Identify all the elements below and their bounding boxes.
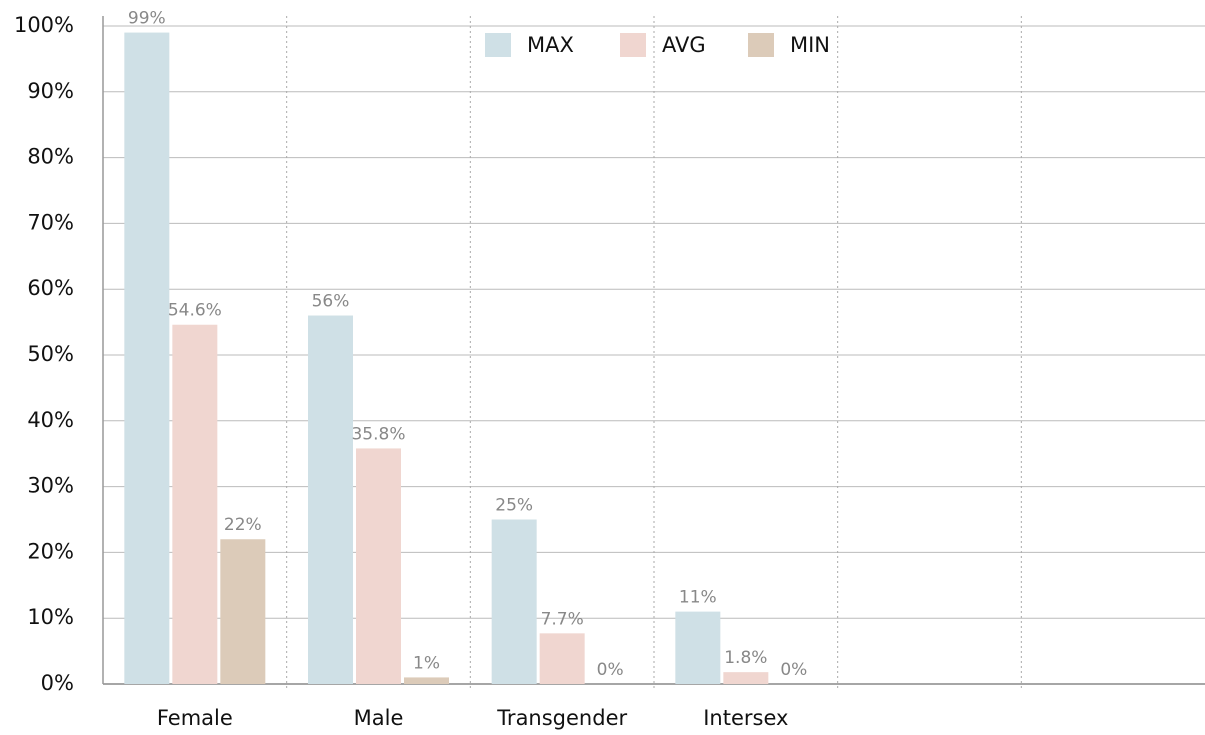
value-label: 54.6% — [168, 301, 222, 321]
bar — [723, 672, 769, 684]
value-label: 1.8% — [724, 648, 767, 668]
bar — [172, 324, 218, 684]
y-tick-label: 100% — [14, 13, 74, 37]
legend-swatch — [748, 33, 774, 57]
x-tick-label: Transgender — [496, 706, 627, 730]
bar — [404, 677, 449, 684]
bar — [539, 633, 585, 684]
x-tick-label: Intersex — [703, 706, 788, 730]
bar — [491, 519, 537, 684]
value-label: 25% — [495, 496, 533, 516]
value-label: 0% — [780, 660, 807, 680]
value-label: 99% — [128, 9, 166, 29]
value-label: 56% — [312, 292, 350, 312]
y-tick-label: 90% — [27, 79, 74, 103]
legend-label: MIN — [790, 33, 830, 57]
legend-swatch — [485, 33, 511, 57]
y-tick-label: 70% — [27, 210, 74, 234]
y-tick-label: 40% — [27, 408, 74, 432]
legend-label: MAX — [527, 33, 574, 57]
bar — [124, 32, 170, 684]
y-tick-label: 20% — [27, 539, 74, 563]
value-label: 11% — [679, 588, 717, 608]
y-tick-label: 50% — [27, 342, 74, 366]
y-tick-label: 30% — [27, 474, 74, 498]
x-tick-label: Female — [157, 706, 233, 730]
x-tick-label: Male — [354, 706, 404, 730]
bar — [356, 448, 401, 684]
value-label: 7.7% — [541, 609, 584, 629]
value-label: 35.8% — [351, 424, 405, 444]
y-tick-label: 10% — [27, 605, 74, 629]
legend-swatch — [620, 33, 646, 57]
y-tick-label: 60% — [27, 276, 74, 300]
bar — [220, 539, 266, 684]
y-tick-label: 80% — [27, 145, 74, 169]
bar — [308, 315, 353, 684]
y-tick-label: 0% — [41, 671, 74, 695]
bar — [675, 611, 721, 684]
value-label: 0% — [597, 660, 624, 680]
legend-label: AVG — [662, 33, 706, 57]
value-label: 22% — [224, 515, 262, 535]
value-label: 1% — [413, 653, 440, 673]
